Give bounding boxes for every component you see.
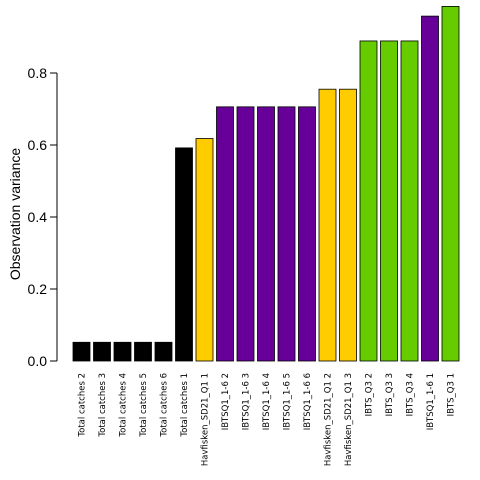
bars-group (72, 6, 460, 362)
y-tick-label: 0.2 (28, 281, 48, 297)
x-tick-label: Total catches 2 (78, 373, 88, 438)
y-axis: 0.0 0.2 0.4 0.6 0.8 (28, 65, 58, 369)
x-tick-label: IBTS_Q3 3 (385, 373, 395, 416)
x-tick-label: IBTS_Q3 2 (365, 373, 375, 416)
x-tick-label: IBTSQ1_1-6 2 (221, 373, 231, 430)
bar (400, 40, 419, 362)
x-tick-label: Total catches 6 (160, 373, 170, 438)
bar (380, 40, 398, 362)
x-tick-label: Total catches 5 (139, 373, 149, 438)
x-tick-label: Havfisken_SD21_Q1 3 (344, 373, 354, 466)
y-tick-label: 0.8 (28, 65, 48, 81)
x-tick-labels: Total catches 2 Total catches 3 Total catc… (78, 373, 457, 466)
y-tick-label: 0.6 (28, 137, 48, 153)
x-tick-label: Total catches 3 (98, 373, 108, 438)
y-tick-label: 0.4 (28, 209, 48, 225)
y-axis-label: Observation variance (7, 148, 23, 281)
bar (236, 106, 255, 362)
bar (257, 106, 275, 362)
bar (216, 106, 234, 362)
x-tick-label: IBTSQ1_1-6 3 (242, 373, 252, 430)
bar (134, 341, 152, 362)
bar (175, 147, 193, 362)
bar (195, 138, 214, 362)
x-tick-label: Total catches 1 (180, 373, 190, 438)
bar (359, 40, 378, 362)
bar (421, 15, 439, 362)
bar (93, 341, 111, 362)
x-tick-label: IBTSQ1_1-6 6 (303, 373, 313, 430)
x-tick-label: Total catches 4 (119, 373, 129, 438)
x-tick-label: Havfisken_SD21_Q1 2 (324, 373, 334, 466)
bar (113, 341, 132, 362)
bar (318, 88, 337, 362)
x-tick-label: IBTSQ1_1-6 5 (283, 373, 293, 430)
bar (72, 341, 91, 362)
bar (339, 88, 357, 362)
bar (154, 341, 173, 362)
bar (277, 106, 296, 362)
x-tick-label: IBTSQ1_1-6 4 (262, 373, 272, 430)
y-tick-label: 0.0 (28, 353, 48, 369)
bar (298, 106, 316, 362)
bar (441, 6, 460, 362)
x-tick-label: IBTS_Q3 1 (447, 373, 457, 416)
x-tick-label: IBTS_Q3 4 (406, 373, 416, 416)
x-tick-label: Havfisken_SD21_Q1 1 (201, 373, 211, 466)
x-tick-label: IBTSQ1_1-6 1 (426, 373, 436, 430)
